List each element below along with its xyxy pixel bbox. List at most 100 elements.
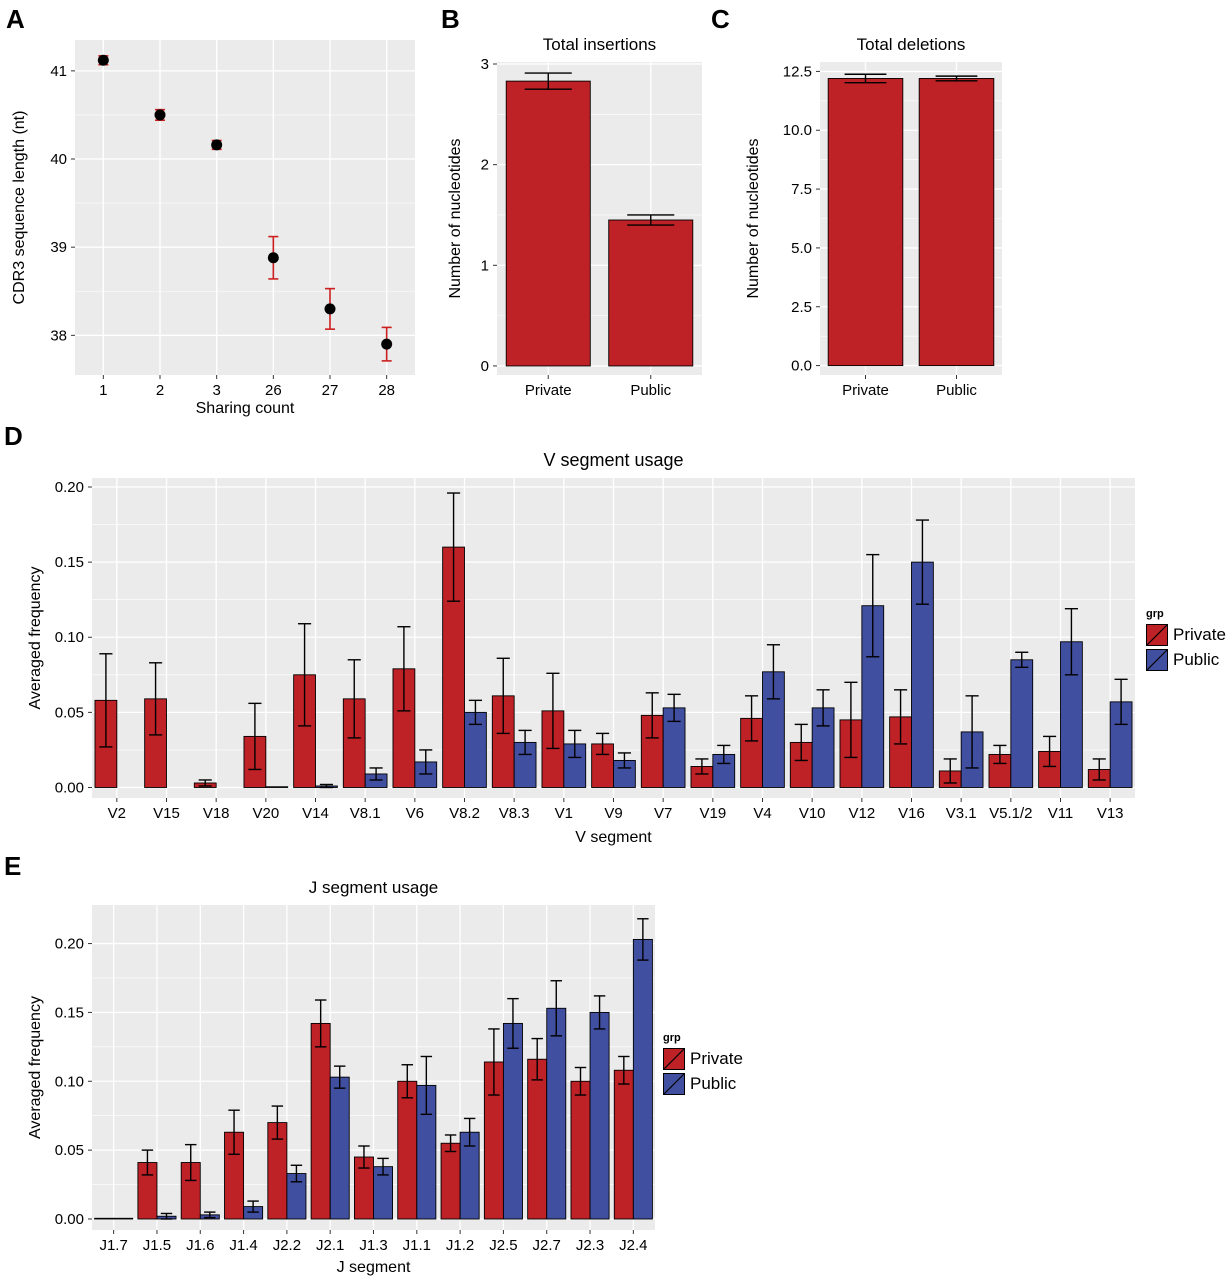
panel-label-a: A xyxy=(6,4,25,34)
panel-label-b: B xyxy=(441,4,460,34)
y-tick-label: 10.0 xyxy=(783,122,812,139)
x-tick-label: V15 xyxy=(153,805,180,822)
panel-label-d: D xyxy=(4,421,23,451)
chart-title: V segment usage xyxy=(543,450,683,470)
x-tick-label: V11 xyxy=(1048,805,1074,822)
legend-label-public: Public xyxy=(1173,649,1220,669)
x-tick-label: Public xyxy=(936,382,977,399)
panel-c-svg: 0.0 2.5 5.0 7.5 10.0 12.5 Private Public Total d… xyxy=(745,35,1002,399)
y-tick-label: 0.00 xyxy=(55,1211,84,1228)
legend-key-private-icon xyxy=(1146,623,1168,646)
x-tick-label: V14 xyxy=(302,805,329,822)
bar-private xyxy=(613,1069,634,1220)
x-tick-label: V2 xyxy=(108,805,126,822)
bar-private xyxy=(397,1080,418,1220)
x-tick-label: J2.7 xyxy=(533,1237,561,1254)
bar-private xyxy=(310,1022,331,1220)
y-axis-label: Number of nucleotides xyxy=(745,138,762,298)
data-point xyxy=(154,109,166,121)
y-tick-label: 5.0 xyxy=(791,240,812,257)
y-axis-label: Averaged frequency xyxy=(27,996,44,1139)
y-tick-label: 1 xyxy=(481,257,489,274)
x-tick-label: V1 xyxy=(555,805,573,822)
x-tick-label: V8.2 xyxy=(449,805,480,822)
x-tick-label: Private xyxy=(525,382,572,399)
bar-private xyxy=(527,1058,548,1220)
y-axis-label: CDR3 sequence length (nt) xyxy=(11,111,28,305)
x-tick-label: J2.2 xyxy=(273,1237,301,1254)
panel-e-j-segment-usage-chart: 0.00 0.05 0.10 0.15 0.20 J1.7 J1.5 J1.6 J1.4 J2.2… xyxy=(0,850,660,1280)
panel-d-svg: 0.00 0.05 0.10 0.15 0.20 V2 V15 V18 V20 V14 V8.1 V6… xyxy=(27,450,1135,846)
legend-item-public: Public xyxy=(663,1071,743,1096)
bar-nucleotides xyxy=(827,78,904,367)
x-tick-label: J2.4 xyxy=(619,1237,647,1254)
x-tick-label: V10 xyxy=(799,805,826,822)
legend-key-public-icon xyxy=(663,1072,685,1095)
x-tick-label: 3 xyxy=(212,382,220,399)
legend-label-public: Public xyxy=(690,1073,737,1093)
x-tick-label: J2.3 xyxy=(576,1237,604,1254)
bar-private xyxy=(440,1142,461,1220)
y-tick-label: 0.15 xyxy=(55,1004,84,1021)
y-tick-label: 12.5 xyxy=(783,63,812,80)
y-tick-label: 0.05 xyxy=(55,1142,84,1159)
legend-title: grp xyxy=(1146,608,1164,620)
x-tick-label: J1.4 xyxy=(229,1237,257,1254)
x-tick-label: Private xyxy=(842,382,889,399)
x-tick-label: V19 xyxy=(699,805,726,822)
legend-grp-j-segment: grp Private Public xyxy=(663,1032,743,1096)
panel-c-total-deletions-bar-chart: 0.0 2.5 5.0 7.5 10.0 12.5 Private Public Total d… xyxy=(712,0,1012,420)
legend-key-private-icon xyxy=(663,1047,685,1070)
legend-title: grp xyxy=(663,1032,681,1044)
y-tick-label: 0.15 xyxy=(55,554,84,571)
x-tick-label: V16 xyxy=(898,805,925,822)
x-tick-label: 26 xyxy=(265,382,282,399)
bar-public xyxy=(589,1011,610,1220)
x-axis-label: V segment xyxy=(575,829,652,846)
panel-d-v-segment-usage-chart: 0.00 0.05 0.10 0.15 0.20 V2 V15 V18 V20 V14 V8.1 V6… xyxy=(0,420,1140,860)
legend-label-private: Private xyxy=(1173,624,1226,644)
data-point xyxy=(97,54,109,66)
legend-label-private: Private xyxy=(690,1048,743,1068)
y-tick-label: 2 xyxy=(481,157,489,174)
bar-private xyxy=(94,1217,115,1220)
panel-b-total-insertions-bar-chart: 0 1 2 3 Private Public Total insertions Number … xyxy=(440,0,712,420)
panel-b-svg: 0 1 2 3 Private Public Total insertions Number … xyxy=(447,35,702,399)
x-tick-label: V4 xyxy=(753,805,771,822)
bar-public xyxy=(329,1076,350,1220)
y-tick-label: 0.20 xyxy=(55,936,84,953)
x-tick-label: J1.2 xyxy=(446,1237,474,1254)
bar-public xyxy=(113,1217,134,1220)
bar-public xyxy=(1010,659,1034,788)
x-tick-label: V8.3 xyxy=(499,805,530,822)
x-tick-label: Public xyxy=(630,382,671,399)
panel-label-e: E xyxy=(4,851,22,881)
bar-nucleotides xyxy=(608,219,694,367)
y-tick-label: 39 xyxy=(50,239,67,256)
y-tick-label: 0 xyxy=(481,358,489,375)
panel-bg xyxy=(75,40,415,375)
legend-item-private: Private xyxy=(663,1046,743,1071)
x-tick-label: J1.1 xyxy=(403,1237,431,1254)
bar-public xyxy=(502,1022,523,1220)
bar-nucleotides xyxy=(505,80,591,367)
data-point xyxy=(267,252,279,264)
bar-private xyxy=(570,1080,591,1220)
x-axis-label: Sharing count xyxy=(196,400,295,417)
y-tick-label: 40 xyxy=(50,151,67,168)
y-tick-label: 0.10 xyxy=(55,1073,84,1090)
x-axis-label: J segment xyxy=(337,1259,411,1276)
data-point xyxy=(211,139,223,151)
x-tick-label: V12 xyxy=(848,805,875,822)
bar-public xyxy=(265,786,289,788)
x-tick-label: J2.1 xyxy=(316,1237,344,1254)
y-tick-label: 41 xyxy=(50,63,67,80)
data-point xyxy=(381,338,393,350)
panel-label-c: C xyxy=(711,4,730,34)
x-tick-label: 28 xyxy=(378,382,395,399)
y-axis-label: Averaged frequency xyxy=(27,567,44,710)
legend-grp-v-segment: grp Private Public xyxy=(1146,608,1226,672)
bar-public xyxy=(632,938,653,1220)
y-tick-label: 2.5 xyxy=(791,299,812,316)
